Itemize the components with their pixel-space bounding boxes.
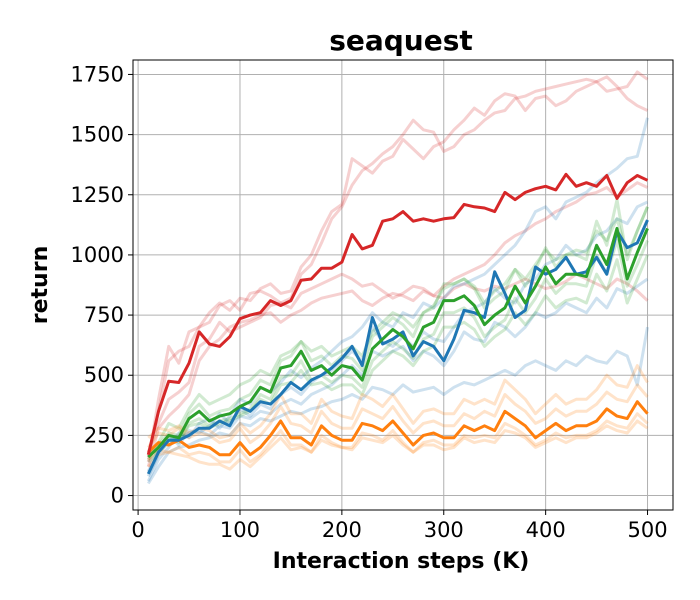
run-line-0-0 [146, 70, 649, 463]
mean-line-0 [146, 172, 649, 456]
x-tick-label: 0 [131, 518, 144, 542]
run-line-2-2 [147, 254, 649, 463]
run-line-2-1 [147, 239, 649, 457]
x-axis-label: Interaction steps (K) [273, 549, 530, 574]
x-tick-label: 200 [322, 518, 362, 542]
y-tick-label: 0 [111, 484, 124, 508]
chart-title: seaquest [329, 24, 473, 57]
x-tick-label: 500 [627, 518, 667, 542]
run-line-3-0 [147, 419, 649, 471]
mean-lines [146, 172, 649, 475]
y-axis-label: return [28, 246, 53, 324]
grid-layer [133, 60, 673, 510]
run-line-0-3 [146, 181, 649, 468]
y-tick-label: 250 [84, 423, 124, 447]
run-line-3-3 [147, 364, 649, 440]
y-tick-label: 1250 [71, 183, 124, 207]
y-tick-label: 1750 [71, 62, 124, 86]
run-line-2-0 [147, 206, 649, 461]
run-line-1-2 [146, 277, 649, 477]
mean-line-1 [146, 219, 649, 475]
mean-line-2 [147, 226, 649, 459]
y-tick-label: 500 [84, 363, 124, 387]
run-line-1-3 [147, 326, 649, 485]
run-line-3-1 [147, 383, 649, 449]
y-tick-label: 1500 [71, 123, 124, 147]
y-tick-label: 1000 [71, 243, 124, 267]
mean-line-3 [147, 400, 649, 457]
run-line-0-1 [146, 75, 649, 458]
x-tick-label: 300 [424, 518, 464, 542]
plot-frame [132, 59, 674, 511]
tick-layer: 0 100 200 300 400 500 0 250 500 750 1000 1250 1500 17… [71, 62, 668, 542]
run-line-2-3 [147, 198, 649, 454]
y-tick-label: 750 [84, 303, 124, 327]
x-tick-label: 400 [526, 518, 566, 542]
x-tick-label: 100 [220, 518, 260, 542]
run-line-3-2 [147, 412, 649, 464]
